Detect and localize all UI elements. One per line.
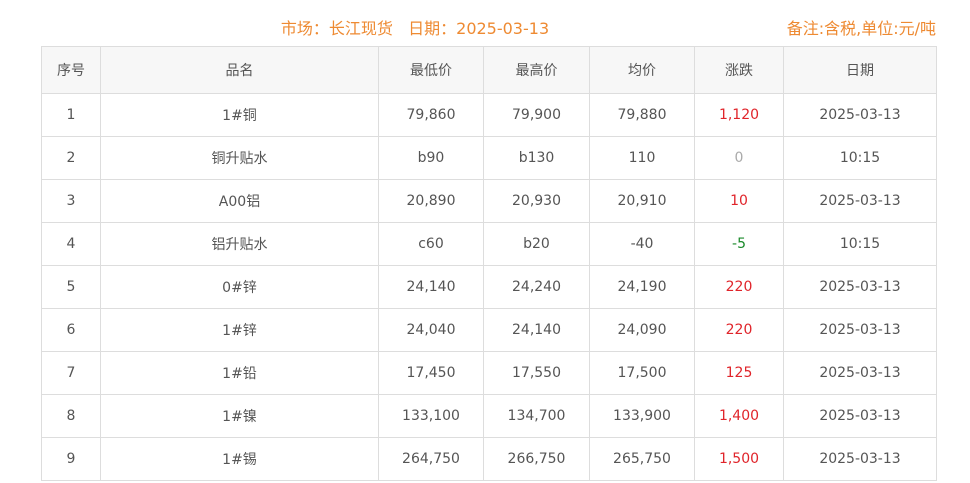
low-price: 133,100 <box>378 394 484 438</box>
row-index: 1 <box>41 93 101 137</box>
low-price: 20,890 <box>378 179 484 223</box>
low-price: 79,860 <box>378 93 484 137</box>
date: 2025-03-13 <box>783 93 937 137</box>
change: 220 <box>694 308 784 352</box>
table-row: 3 A00铝 20,890 20,930 20,910 10 2025-03-13 <box>41 179 937 223</box>
low-price: 24,140 <box>378 265 484 309</box>
avg-price: 17,500 <box>589 351 695 395</box>
avg-price: 133,900 <box>589 394 695 438</box>
high-price: b20 <box>483 222 590 266</box>
product-name: A00铝 <box>100 179 379 223</box>
row-index: 3 <box>41 179 101 223</box>
low-price: 264,750 <box>378 437 484 481</box>
high-price: 266,750 <box>483 437 590 481</box>
high-price: 24,140 <box>483 308 590 352</box>
date: 10:15 <box>783 222 937 266</box>
product-name: 1#铜 <box>100 93 379 137</box>
table-row: 1 1#铜 79,860 79,900 79,880 1,120 2025-03-13 <box>41 93 937 137</box>
date: 2025-03-13 <box>783 308 937 352</box>
low-price: b90 <box>378 136 484 180</box>
high-price: b130 <box>483 136 590 180</box>
low-price: 24,040 <box>378 308 484 352</box>
low-price: 17,450 <box>378 351 484 395</box>
row-index: 5 <box>41 265 101 309</box>
price-table: 序号 品名 最低价 最高价 均价 涨跌 日期 1 1#铜 79,860 79,900 7… <box>41 46 937 481</box>
date: 2025-03-13 <box>783 351 937 395</box>
change: 1,500 <box>694 437 784 481</box>
col-header: 最高价 <box>483 46 590 94</box>
product-name: 1#锡 <box>100 437 379 481</box>
col-header: 日期 <box>783 46 937 94</box>
row-index: 2 <box>41 136 101 180</box>
date: 2025-03-13 <box>783 265 937 309</box>
product-name: 1#锌 <box>100 308 379 352</box>
date: 2025-03-13 <box>783 394 937 438</box>
row-index: 6 <box>41 308 101 352</box>
avg-price: 265,750 <box>589 437 695 481</box>
product-name: 铝升贴水 <box>100 222 379 266</box>
change: 1,400 <box>694 394 784 438</box>
col-header: 均价 <box>589 46 695 94</box>
row-index: 9 <box>41 437 101 481</box>
change: 10 <box>694 179 784 223</box>
avg-price: 110 <box>589 136 695 180</box>
date: 2025-03-13 <box>783 179 937 223</box>
change: -5 <box>694 222 784 266</box>
change: 125 <box>694 351 784 395</box>
table-row: 2 铜升贴水 b90 b130 110 0 10:15 <box>41 136 937 180</box>
avg-price: 24,090 <box>589 308 695 352</box>
col-header: 品名 <box>100 46 379 94</box>
product-name: 0#锌 <box>100 265 379 309</box>
table-row: 5 0#锌 24,140 24,240 24,190 220 2025-03-13 <box>41 265 937 309</box>
row-index: 8 <box>41 394 101 438</box>
low-price: c60 <box>378 222 484 266</box>
date: 2025-03-13 <box>783 437 937 481</box>
table-row: 8 1#镍 133,100 134,700 133,900 1,400 2025-03-13 <box>41 394 937 438</box>
product-name: 铜升贴水 <box>100 136 379 180</box>
table-row: 6 1#锌 24,040 24,140 24,090 220 2025-03-13 <box>41 308 937 352</box>
product-name: 1#铅 <box>100 351 379 395</box>
table-header: 序号 品名 最低价 最高价 均价 涨跌 日期 <box>41 46 937 94</box>
market-title: 市场：长江现货 日期：2025-03-13 <box>280 19 550 38</box>
high-price: 17,550 <box>483 351 590 395</box>
change: 1,120 <box>694 93 784 137</box>
change: 220 <box>694 265 784 309</box>
avg-price: 20,910 <box>589 179 695 223</box>
table-row: 9 1#锡 264,750 266,750 265,750 1,500 2025-03-13 <box>41 437 937 481</box>
product-name: 1#镍 <box>100 394 379 438</box>
avg-price: 24,190 <box>589 265 695 309</box>
date: 10:15 <box>783 136 937 180</box>
change: 0 <box>694 136 784 180</box>
col-header: 最低价 <box>378 46 484 94</box>
row-index: 7 <box>41 351 101 395</box>
high-price: 20,930 <box>483 179 590 223</box>
high-price: 24,240 <box>483 265 590 309</box>
unit-note: 备注:含税,单位:元/吨 <box>786 19 936 38</box>
avg-price: -40 <box>589 222 695 266</box>
table-row: 4 铝升贴水 c60 b20 -40 -5 10:15 <box>41 222 937 266</box>
col-header: 涨跌 <box>694 46 784 94</box>
col-header: 序号 <box>41 46 101 94</box>
table-row: 7 1#铅 17,450 17,550 17,500 125 2025-03-13 <box>41 351 937 395</box>
row-index: 4 <box>41 222 101 266</box>
high-price: 79,900 <box>483 93 590 137</box>
avg-price: 79,880 <box>589 93 695 137</box>
high-price: 134,700 <box>483 394 590 438</box>
